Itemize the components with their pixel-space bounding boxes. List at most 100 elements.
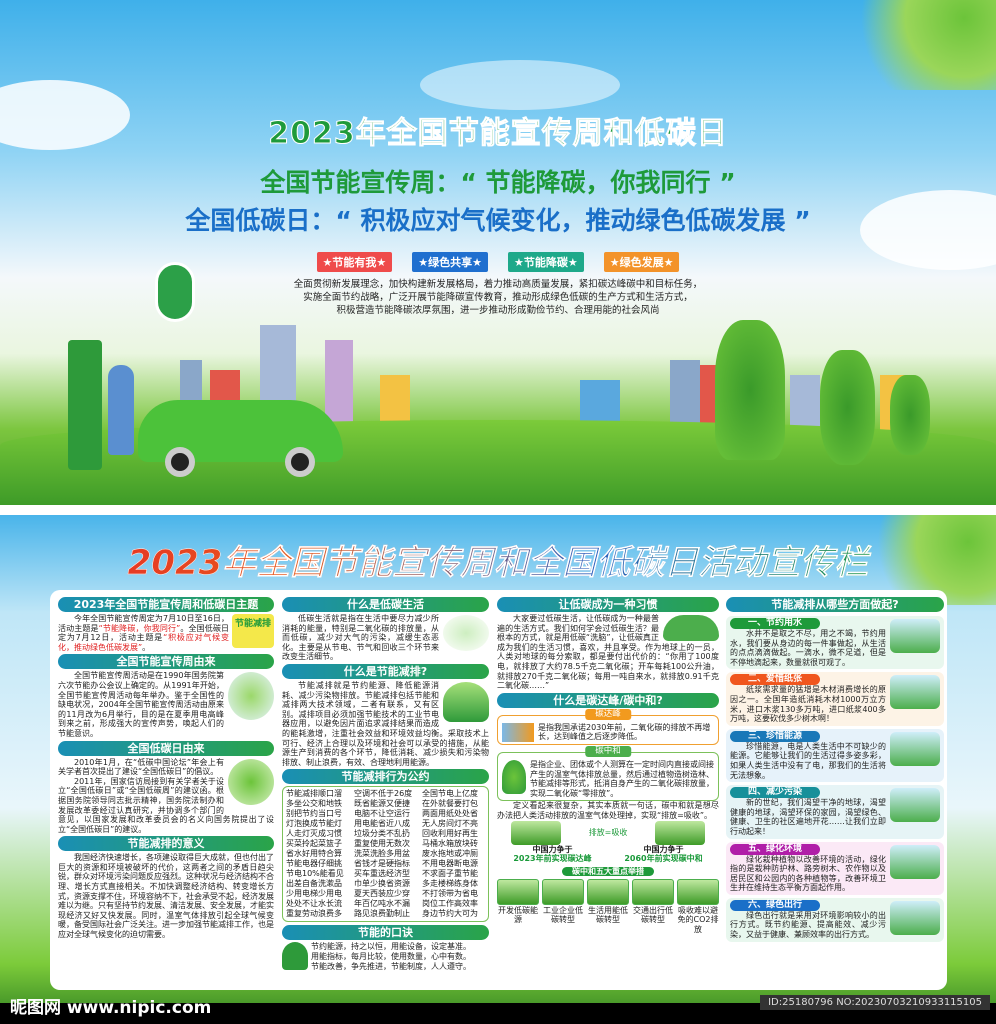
tip-text: 水井不是取之不尽，用之不竭，节约用水，我们要从身边的每一件事做起，从生活的点点滴…	[730, 629, 886, 667]
tip-image	[890, 844, 940, 879]
pledge-line: 洗菜洗脸多用盆	[354, 849, 410, 859]
green-runner-figure	[890, 375, 930, 455]
pledge-line: 全国节电上亿度	[422, 789, 478, 799]
section-heading: 节能的口诀	[282, 925, 489, 941]
bottom-board: 2023年全国节能宣传周和全国低碳日活动宣传栏 2023年全国节能宣传周和低碳日…	[0, 515, 996, 1003]
divider	[0, 505, 996, 515]
tag-row: ★节能有我★ ★绿色共享★ ★节能降碳★ ★绿色发展★	[0, 252, 996, 272]
pledge-line: 人走灯灭成习惯	[286, 829, 342, 839]
carbon-peak-text: 是指我国承诺2030年前，二氧化碳的排放不再增长，达到峰值之后逐步降低。	[538, 722, 711, 742]
intro-line: 实施全面节约战略，广泛开展节能降碳宣传教育，推动形成绿色低碳的生产方式和生活方式…	[303, 292, 693, 303]
tip-title: 五、绿化环境	[730, 843, 821, 855]
pledge-column: 全国节电上亿度 在外就餐要打包 两面用纸处处省 无人房间灯不亮 回收利用好再生 马桶水箱放…	[422, 789, 485, 919]
car-wheel	[165, 447, 195, 477]
carbon-peak-box: 碳达峰 是指我国承诺2030年前，二氧化碳的排放不再增长，达到峰值之后逐步降低。	[497, 708, 719, 745]
pledge-line: 节能电器仔细挑	[286, 859, 342, 869]
growth-chart-image	[502, 722, 534, 742]
tip-title: 六、绿色出行	[730, 899, 821, 911]
tag: ★绿色发展★	[603, 252, 680, 272]
measure-item: 工业企业低碳转型	[542, 878, 584, 934]
top-banner: 2023年全国节能宣传周和低碳日 全国节能宣传周：“ 节能降碳，你我同行 ” 全…	[0, 0, 996, 505]
tip-text: 绿化栽种植物以改善环境的活动，绿化指的是栽种防护林、路旁树木、农作物以及居民区和…	[730, 854, 886, 893]
pledge-line: 夏天西装应少穿	[354, 889, 410, 899]
column-4: 节能减排从哪些方面做起? 一、节约用水 水井不是取之不尽，用之不竭，节约用水，我们…	[726, 595, 944, 945]
tip-text: 珍惜能源，电是人类生活中不可缺少的能源。它能够让我们的生活过得多姿多彩，如果人类…	[730, 741, 886, 780]
tip-image	[890, 788, 940, 823]
cloud	[420, 60, 620, 110]
measure-item: 开发低碳能源	[497, 878, 539, 934]
pledge-line: 废水拖地或冲厕	[422, 849, 478, 859]
paragraph: 全国节能宣传周活动是在1990年国务院第六次节能办公会议上确定的。从1991年开…	[58, 671, 224, 738]
rhyme-line: 节能改善，争先推进，节能制度，人人遵守。	[311, 962, 471, 972]
measure-image	[587, 878, 629, 905]
tip-image	[890, 675, 940, 710]
equation-label: 排放=吸收	[588, 827, 628, 837]
measure-item: 吸收难以避免的CO2排放	[677, 878, 719, 934]
tip-card: 二、爱惜纸张 纸浆需求量的猛增是木材消费增长的原因之一。全国年造纸消耗木材1000…	[726, 672, 944, 726]
paragraph: 2011年，国家信访局接到有关学者关于设立“全国低碳日”或“全国低碳周”的建议函…	[58, 776, 274, 834]
five-measures-title: 碳中和五大重点举措	[562, 866, 654, 876]
pledge-line: 年百亿吨水不漏	[354, 899, 410, 909]
paragraph: 大家要过低碳生活，让低碳成为一种最普遍的生活方式。我们如何学会过低碳生活？最根本…	[497, 614, 719, 691]
mountain-hands-image	[443, 681, 489, 722]
earth-bulb-image	[502, 759, 526, 794]
pledge-line: 不求面子重节能	[422, 869, 478, 879]
measure-image	[542, 878, 584, 905]
pledge-line: 不用电器断电源	[422, 859, 478, 869]
building	[670, 360, 700, 430]
five-measures: 开发低碳能源 工业企业低碳转型 生活用能低碳转型 交通出行低碳转型 吸收难以避免…	[497, 878, 719, 934]
watermark-logo: 昵图网 www.nipic.com	[10, 998, 212, 1018]
section-heading: 节能减排的意义	[58, 836, 274, 852]
illustrations: 排放=吸收	[497, 820, 719, 845]
carbon-neutral-label: 碳中和	[585, 745, 631, 757]
column-3: 让低碳成为一种习惯 大家要过低碳生活，让低碳成为一种最普遍的生活方式。我们如何学…	[497, 595, 719, 934]
pledge-line: 少用电梯少用电	[286, 889, 342, 899]
goal-peak: 中国力争于 2023年前实现碳达峰	[513, 844, 592, 864]
rhyme: 节约能源，持之以恒，用能设备，设定基准。 用能指标，每月比较，使用数量，心中有数…	[311, 942, 489, 972]
plant-bulb-image	[443, 615, 489, 651]
pledge-line: 两面用纸处处省	[422, 809, 478, 819]
intro-text: 全面贯彻新发展理念，加快构建新发展格局，着力推动高质量发展，紧扣碳达峰碳中和目标…	[0, 278, 996, 317]
tip-text: 绿色出行就是采用对环境影响较小的出行方式。既节约能源、提高能效、减少污染，又益于…	[730, 910, 886, 940]
column-1: 2023年全国节能宣传周和低碳日主题 节能减排 今年全国节能宣传周定为7月10日…	[58, 595, 274, 940]
pledge-line: 在外就餐要打包	[422, 799, 478, 809]
pledge-grid: 节能减排顺口溜 多坐公交和地铁 别把节约当口号 灯泡换成节能灯 人走灯灭成习惯 买菜拎起菜…	[282, 786, 489, 923]
pledge-line: 身边节约大可为	[422, 909, 478, 919]
pledge-line: 马桶水箱放块砖	[422, 839, 478, 849]
measure-image	[632, 878, 674, 905]
paragraph: 我国经济快速增长，各项建设取得巨大成就，但也付出了巨大的资源和环境被破坏的代价，…	[58, 853, 274, 940]
pledge-line: 重复使用无数次	[354, 839, 410, 849]
pledge-line: 路见浪费勤制止	[354, 909, 410, 919]
pledge-line: 岗位工作高效率	[422, 899, 478, 909]
tag: ★节能降碳★	[508, 252, 584, 272]
measure-image	[497, 878, 539, 905]
tip-card: 五、绿化环境 绿化栽种植物以改善环境的活动，绿化指的是栽种防护林、路旁树木、农作物…	[726, 841, 944, 895]
goal-neutral: 中国力争于 2060年前实现碳中和	[624, 844, 703, 864]
section-heading: 节能减排行为公约	[282, 769, 489, 785]
section-heading: 节能减排从哪些方面做起?	[726, 597, 944, 612]
tip-text: 新的世纪，我们渴望干净的地球，渴望健康的地球，渴望环保的家园，渴望绿色、健康、卫…	[730, 798, 886, 836]
paragraph: 定义看起来很复杂，其实本质就一句话，碳中和就是想尽办法把人类活动排放的温室气体处…	[497, 801, 719, 820]
tip-image	[890, 619, 940, 653]
tip-image	[890, 731, 940, 766]
tag: ★节能有我★	[316, 252, 393, 272]
tag: ★绿色共享★	[412, 252, 488, 272]
pledge-line: 买车重选经济型	[354, 869, 410, 879]
building	[790, 375, 820, 430]
person-figure	[108, 365, 134, 455]
pledge-line: 多走楼梯练身体	[422, 879, 478, 889]
pledge-line: 重复劳动浪费多	[286, 909, 342, 919]
pledge-line: 多坐公交和地铁	[286, 799, 342, 809]
tree-city-image	[655, 820, 706, 845]
green-car-image	[663, 615, 719, 641]
charging-station-icon	[68, 340, 102, 470]
section-heading: 2023年全国节能宣传周和低碳日主题	[58, 597, 274, 612]
tip-text: 纸浆需求量的猛增是木材消费增长的原因之一。全国年造纸消耗木材1000万立方米，进…	[730, 685, 886, 724]
subtitle-energy-week: 全国节能宣传周：“ 节能降碳，你我同行 ”	[260, 168, 736, 197]
tips-list: 一、节约用水 水井不是取之不尽，用之不竭，节约用水，我们要从身边的每一件事做起，从…	[726, 616, 944, 942]
wind-city-image	[510, 820, 561, 845]
tip-title: 三、珍惜能源	[730, 730, 821, 742]
tree-bulb-image	[228, 758, 274, 805]
carbon-neutral-box: 碳中和 是指企业、团体或个人测算在一定时间内直接或间接产生的温室气体排放总量，然…	[497, 745, 719, 802]
pledge-line: 不打领带为省电	[422, 889, 478, 899]
